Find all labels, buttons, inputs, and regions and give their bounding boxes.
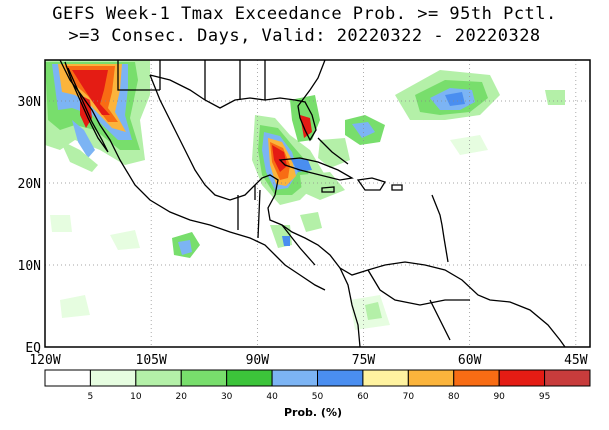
lat-label-3: 30N xyxy=(18,95,41,110)
coast-mexico-gulf xyxy=(149,74,566,347)
coast-cuba xyxy=(278,157,354,181)
shade-gulf-red xyxy=(272,145,287,172)
shade-cuba-blue xyxy=(290,158,312,172)
border-venezuela-brazil xyxy=(429,299,451,341)
shade-florida-red xyxy=(300,115,312,138)
colorbar-tick-7: 70 xyxy=(403,392,415,402)
border-us-states xyxy=(159,60,266,100)
colorbar-swatch-6 xyxy=(317,369,364,387)
colorbar-swatch-2 xyxy=(135,369,182,387)
border-colombia-venezuela xyxy=(367,269,470,306)
shade-caribbean-light xyxy=(300,212,322,232)
colorbar-tick-9: 90 xyxy=(493,392,505,402)
lat-label-2: 20N xyxy=(18,177,41,192)
colorbar-swatch-11 xyxy=(544,369,591,387)
colorbar-tick-1: 10 xyxy=(130,392,142,402)
colorbar-tick-10: 95 xyxy=(539,392,550,402)
colorbar-swatch-7 xyxy=(362,369,409,387)
colorbar-swatch-9 xyxy=(453,369,500,387)
shade-atlantic-east-dblue xyxy=(445,92,465,106)
coast-puerto-rico xyxy=(391,184,403,191)
shade-atlantic-far-light xyxy=(450,135,488,155)
coast-bahamas xyxy=(317,137,349,165)
shade-epac-blue xyxy=(178,240,192,255)
lon-label-1: 105W xyxy=(136,353,167,368)
coast-antilles xyxy=(431,194,449,263)
colorbar-tick-0: 5 xyxy=(88,392,94,402)
colorbar-title: Prob. (%) xyxy=(284,406,342,419)
shade-guatemala-blue xyxy=(282,236,290,246)
plot-frame xyxy=(44,59,591,348)
colorbar-swatch-10 xyxy=(498,369,546,387)
colorbar-tick-5: 50 xyxy=(312,392,324,402)
shade-atlantic-mid-blue xyxy=(352,122,375,138)
lon-label-2: 90W xyxy=(246,353,270,368)
shade-pacific-light-3 xyxy=(60,295,90,318)
coastlines xyxy=(59,60,566,347)
coast-us-gulf xyxy=(149,60,326,142)
coast-mexico-pacific xyxy=(59,60,326,291)
colorbar-swatch-4 xyxy=(226,369,273,387)
border-us-mexico xyxy=(117,60,160,91)
colorbar-tick-6: 60 xyxy=(357,392,369,402)
colorbar-tick-labels: 5 10 20 30 40 50 60 70 80 90 95 xyxy=(88,392,551,402)
title-line-2: >=3 Consec. Days, Valid: 20220322 - 2022… xyxy=(68,26,541,46)
lat-label-1: 10N xyxy=(18,259,41,274)
colorbar-tick-4: 40 xyxy=(266,392,278,402)
lon-label-0: 120W xyxy=(29,353,60,368)
colorbar-swatch-8 xyxy=(407,369,455,387)
shade-baja-blue xyxy=(72,120,95,158)
lon-label-5: 45W xyxy=(564,353,588,368)
latitude-labels: EQ 10N 20N 30N xyxy=(18,95,42,356)
colorbar-swatch-0 xyxy=(44,369,91,387)
shade-sa-green xyxy=(365,302,382,320)
coast-jamaica xyxy=(321,186,335,193)
shade-baja-green xyxy=(60,140,98,172)
probability-shading xyxy=(45,60,565,330)
title-line-1: GEFS Week-1 Tmax Exceedance Prob. >= 95t… xyxy=(52,4,557,24)
colorbar-tick-2: 20 xyxy=(176,392,188,402)
shade-nw-mexico-red xyxy=(72,70,110,115)
colorbar-swatch-3 xyxy=(180,369,228,387)
shade-pacific-light-2 xyxy=(50,215,72,232)
coast-hispaniola xyxy=(356,177,386,191)
coast-south-america xyxy=(339,267,361,347)
coast-baja xyxy=(64,61,109,153)
colorbar-swatch-5 xyxy=(271,369,319,387)
colorbar-tick-8: 80 xyxy=(448,392,460,402)
border-central-america xyxy=(237,189,316,266)
shade-pacific-light-1 xyxy=(110,230,140,250)
lon-label-3: 75W xyxy=(352,353,376,368)
colorbar-tick-3: 30 xyxy=(221,392,233,402)
lat-label-0: EQ xyxy=(25,341,41,356)
shade-far-east-light xyxy=(545,90,565,105)
colorbar-swatch-1 xyxy=(89,369,137,387)
longitude-labels: 120W 105W 90W 75W 60W 45W xyxy=(29,353,587,368)
colorbar xyxy=(44,369,591,387)
lon-label-4: 60W xyxy=(458,353,482,368)
